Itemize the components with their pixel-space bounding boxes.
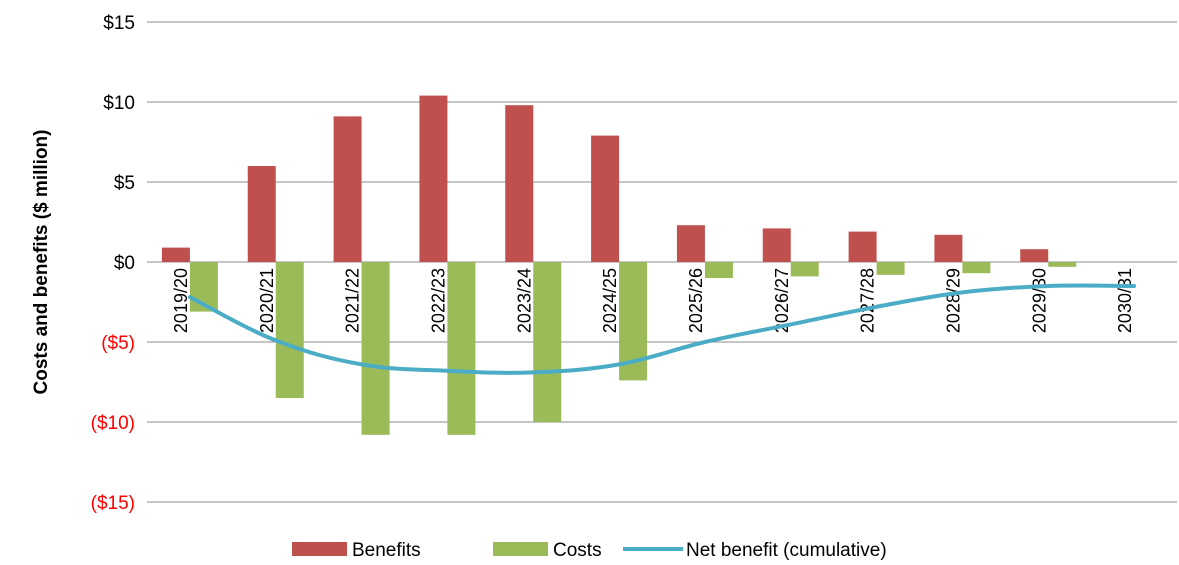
net-benefit-line-path xyxy=(187,283,1137,375)
net-benefit-line xyxy=(187,283,1137,375)
costs-bar xyxy=(533,262,562,422)
category-label: 2027/28 xyxy=(858,268,878,333)
category-label: 2021/22 xyxy=(343,268,363,333)
category-label: 2025/26 xyxy=(686,268,706,333)
gridlines xyxy=(147,21,1177,503)
y-tick-label: ($10) xyxy=(91,413,135,434)
benefits-bar xyxy=(848,231,877,262)
y-tick-label: $0 xyxy=(114,253,135,274)
y-tick-label: $15 xyxy=(103,13,135,34)
category-labels: 2019/20 2020/21 2021/22 2022/23 2023/24 2024/… xyxy=(171,268,1135,333)
benefits-bar xyxy=(591,135,620,262)
legend-swatch-1 xyxy=(493,542,548,556)
category-label: 2022/23 xyxy=(428,268,448,333)
y-tick-label: ($15) xyxy=(91,493,135,514)
category-label: 2020/21 xyxy=(257,268,277,333)
category-label: 2029/30 xyxy=(1029,268,1049,333)
y-tick-label: $10 xyxy=(103,93,135,114)
legend-label: Net benefit (cumulative) xyxy=(686,540,887,561)
benefits-bar xyxy=(934,234,963,262)
costs-bar xyxy=(275,262,304,398)
category-label: 2019/20 xyxy=(171,268,191,333)
legend-swatch-0 xyxy=(292,542,347,556)
legend-label: Benefits xyxy=(352,540,421,561)
benefits-bar xyxy=(762,228,791,262)
benefits-bar xyxy=(419,95,448,262)
costs-bar xyxy=(704,262,733,278)
y-axis-label: Costs and benefits ($ million) xyxy=(31,130,52,395)
benefits-bar xyxy=(1020,249,1049,262)
bars xyxy=(161,95,1077,435)
y-tick-label: ($5) xyxy=(101,333,135,354)
legend: Benefits Costs Net benefit (cumulative) xyxy=(292,540,887,561)
category-label: 2026/27 xyxy=(772,268,792,333)
y-tick-label: $5 xyxy=(114,173,135,194)
benefits-bar xyxy=(505,105,534,262)
costs-bar xyxy=(1048,262,1077,267)
category-label: 2030/31 xyxy=(1115,268,1135,333)
y-axis-ticks: $15 $10 $5 $0 ($5) ($10) ($15) xyxy=(91,13,135,514)
costs-bar xyxy=(447,262,476,435)
category-label: 2028/29 xyxy=(943,268,963,333)
benefits-bar xyxy=(247,166,276,262)
benefits-bar xyxy=(333,116,362,263)
category-label: 2024/25 xyxy=(600,268,620,333)
costs-bar xyxy=(361,262,390,435)
category-label: 2023/24 xyxy=(514,268,534,333)
costs-bar xyxy=(876,262,905,275)
benefits-bar xyxy=(676,225,705,262)
costs-bar xyxy=(962,262,991,274)
costs-bar xyxy=(790,262,819,277)
legend-label: Costs xyxy=(553,540,602,561)
benefits-bar xyxy=(161,247,190,262)
